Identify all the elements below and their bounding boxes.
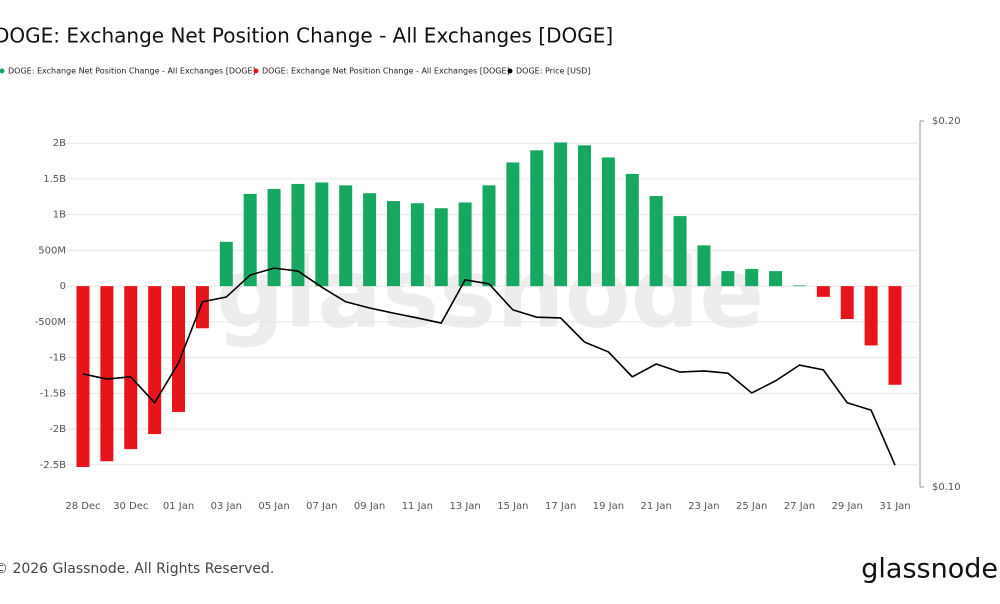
bar	[625, 173, 639, 287]
x-tick-label: 28 Dec	[65, 501, 100, 512]
bar	[410, 203, 424, 287]
bar	[721, 271, 735, 287]
copyright: © 2026 Glassnode. All Rights Reserved.	[0, 561, 274, 577]
bar	[601, 157, 615, 287]
bar	[458, 202, 472, 287]
bar	[267, 188, 281, 287]
x-tick-label: 01 Jan	[163, 501, 194, 512]
bar	[386, 201, 400, 287]
x-tick-label: 19 Jan	[593, 501, 624, 512]
bar	[506, 162, 520, 287]
legend-label: DOGE: Exchange Net Position Change - All…	[262, 67, 510, 76]
x-tick-label: 03 Jan	[211, 501, 242, 512]
y2-tick-label: $0.20	[932, 116, 961, 127]
bar	[482, 185, 496, 287]
bar	[840, 286, 854, 320]
legend-marker	[253, 68, 259, 74]
y-tick-label: -2B	[49, 424, 66, 435]
bar	[315, 182, 329, 287]
y-tick-label: -2.5B	[40, 460, 67, 471]
bar	[530, 150, 544, 287]
y-tick-label: 2B	[53, 138, 66, 149]
legend-label: DOGE: Exchange Net Position Change - All…	[8, 67, 256, 76]
x-tick-label: 13 Jan	[449, 501, 480, 512]
y2-tick-label: $0.10	[932, 482, 961, 493]
x-tick-label: 25 Jan	[736, 501, 767, 512]
legend-label: DOGE: Price [USD]	[516, 67, 590, 76]
bar	[697, 245, 711, 287]
legend: DOGE: Exchange Net Position Change - All…	[0, 67, 590, 76]
bar	[554, 142, 568, 287]
bar	[243, 193, 257, 287]
x-tick-label: 31 Jan	[879, 501, 910, 512]
bar	[291, 183, 305, 287]
x-tick-label: 17 Jan	[545, 501, 576, 512]
bar	[363, 193, 377, 287]
y-tick-label: 1.5B	[43, 174, 66, 185]
bar	[219, 241, 233, 287]
x-tick-label: 30 Dec	[113, 501, 148, 512]
bar	[124, 286, 138, 450]
y-tick-label: 0	[60, 281, 66, 292]
legend-marker	[507, 68, 513, 74]
bar	[864, 286, 878, 346]
y-tick-label: 500M	[38, 245, 66, 256]
bar	[100, 286, 114, 462]
bar	[816, 286, 830, 297]
bar	[673, 216, 687, 287]
y-tick-label: -500M	[35, 317, 66, 328]
bar	[76, 286, 90, 467]
x-tick-label: 05 Jan	[258, 501, 289, 512]
x-tick-label: 07 Jan	[306, 501, 337, 512]
x-tick-label: 21 Jan	[641, 501, 672, 512]
y-tick-label: -1B	[49, 353, 66, 364]
bar	[792, 285, 806, 287]
x-tick-label: 11 Jan	[402, 501, 433, 512]
bar	[888, 286, 902, 385]
bar	[434, 208, 448, 287]
chart-title: DOGE: Exchange Net Position Change - All…	[0, 24, 613, 48]
legend-marker	[0, 68, 5, 74]
bar	[578, 145, 592, 287]
y-tick-label: 1B	[53, 210, 66, 221]
bar	[339, 185, 353, 287]
x-tick-label: 23 Jan	[688, 501, 719, 512]
price-line	[82, 267, 896, 466]
bar	[769, 271, 783, 287]
x-tick-label: 27 Jan	[784, 501, 815, 512]
bar	[649, 196, 663, 287]
x-tick-label: 09 Jan	[354, 501, 385, 512]
x-tick-label: 29 Jan	[832, 501, 863, 512]
logo: glassnode	[861, 554, 998, 585]
bar	[148, 286, 162, 435]
x-tick-label: 15 Jan	[497, 501, 528, 512]
y-tick-label: -1.5B	[40, 388, 67, 399]
bar	[195, 286, 209, 329]
bar	[172, 286, 186, 412]
bar	[745, 268, 759, 287]
